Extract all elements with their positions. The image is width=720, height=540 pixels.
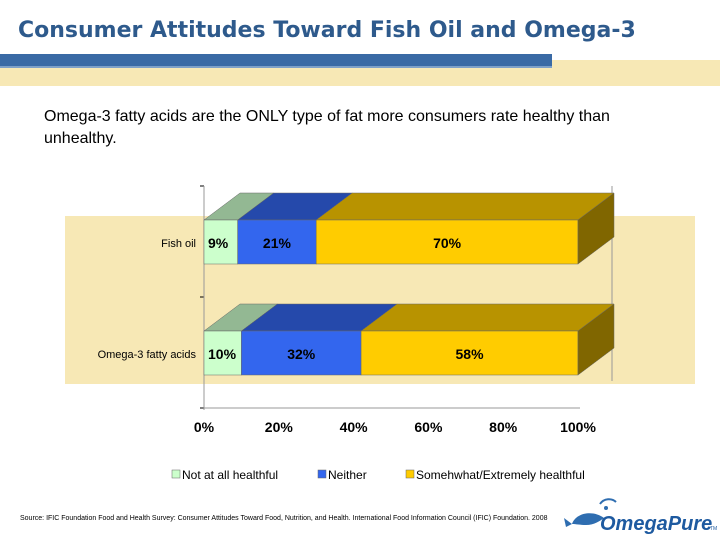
legend-swatch [317, 469, 327, 479]
data-label: 70% [433, 235, 462, 251]
bar-segment [203, 330, 242, 376]
legend-swatch [171, 469, 181, 479]
data-label: 21% [263, 235, 292, 251]
bar-segment [203, 219, 238, 265]
bar-top-face [360, 303, 615, 332]
legend-label: Not at all healthful [182, 468, 278, 482]
x-tick-label: 80% [489, 419, 518, 435]
data-label: 9% [208, 235, 229, 251]
x-tick-label: 40% [340, 419, 369, 435]
title-band-blue [0, 54, 552, 66]
bar-segment [241, 330, 362, 376]
source-citation: Source: IFIC Foundation Food and Health … [20, 515, 548, 522]
page-title: Consumer Attitudes Toward Fish Oil and O… [18, 18, 636, 43]
omegapure-logo: OmegaPure TM [564, 498, 717, 535]
bar-side-face [577, 303, 615, 376]
data-label: 10% [208, 346, 237, 362]
x-tick-label: 20% [265, 419, 294, 435]
bar-segment [237, 219, 317, 265]
bar-segment [315, 219, 579, 265]
bar-segment [360, 330, 579, 376]
logo-tm: TM [710, 526, 717, 532]
legend-label: Somehwhat/Extremely healthful [416, 468, 585, 482]
bar-top-face [315, 192, 615, 221]
bar-side-face [577, 192, 615, 265]
data-label: 32% [287, 346, 316, 362]
legend-swatch [405, 469, 415, 479]
x-tick-label: 60% [414, 419, 443, 435]
title-band-blue-accent [0, 66, 552, 68]
logo-text: OmegaPure [600, 513, 712, 535]
category-label: Fish oil [161, 238, 196, 250]
x-tick-label: 0% [194, 419, 215, 435]
x-tick-label: 100% [560, 419, 596, 435]
data-label: 58% [456, 346, 485, 362]
legend-label: Neither [328, 468, 367, 482]
fish-icon [564, 498, 617, 527]
chart-subtitle: Omega-3 fatty acids are the ONLY type of… [44, 108, 610, 147]
category-label: Omega-3 fatty acids [98, 349, 197, 361]
